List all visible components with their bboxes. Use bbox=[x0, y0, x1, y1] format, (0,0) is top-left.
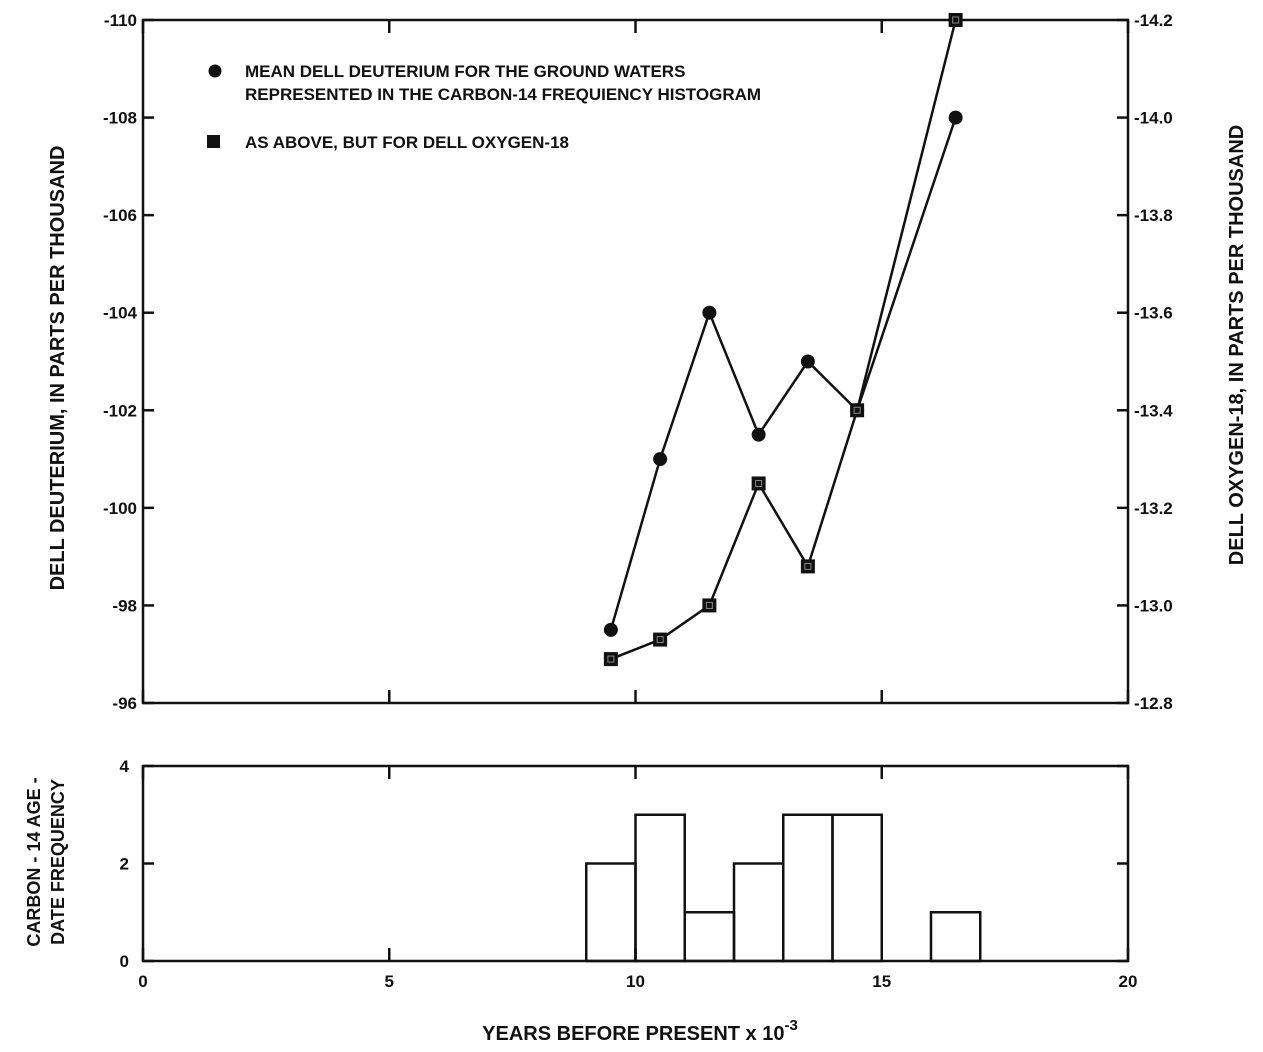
bottom-y-tick-label: 4 bbox=[120, 757, 130, 776]
x-tick-label: 15 bbox=[872, 972, 891, 991]
bottom-y-tick-label: 0 bbox=[120, 952, 129, 971]
x-tick-label: 0 bbox=[138, 972, 147, 991]
right-y-tick-label: -13.0 bbox=[1134, 596, 1173, 615]
x-tick-label: 5 bbox=[385, 972, 394, 991]
x-axis-title-main: YEARS BEFORE PRESENT x 10 bbox=[482, 1023, 784, 1045]
legend-square-marker-icon bbox=[207, 135, 220, 148]
oxygen-point-inner bbox=[656, 636, 664, 644]
left-y-tick-label: -110 bbox=[104, 11, 137, 30]
left-y-tick-label: -100 bbox=[103, 499, 137, 518]
oxygen-point bbox=[800, 559, 815, 574]
legend-oxygen: AS ABOVE, BUT FOR DELL OXYGEN-18 bbox=[245, 133, 569, 152]
left-y-tick-label: -108 bbox=[103, 109, 137, 128]
x-tick-label: 20 bbox=[1119, 972, 1138, 991]
histogram-bar bbox=[732, 862, 785, 963]
bottom-axis-title-line1: CARBON - 14 AGE - bbox=[24, 777, 44, 946]
left-y-tick-label: -102 bbox=[103, 401, 137, 420]
oxygen-line bbox=[610, 19, 957, 661]
oxygen-point bbox=[948, 13, 963, 27]
oxygen-point bbox=[850, 403, 865, 418]
histogram-bars bbox=[585, 813, 982, 963]
right-y-tick-label: -13.6 bbox=[1134, 304, 1173, 323]
left-y-tick-label: -106 bbox=[103, 206, 137, 225]
histogram-bar bbox=[929, 911, 982, 963]
right-y-tick-label: -13.4 bbox=[1134, 401, 1173, 420]
left-y-tick-label: -104 bbox=[103, 304, 138, 323]
x-axis-title-exponent: -3 bbox=[784, 1017, 797, 1034]
legend-circle-marker-icon bbox=[208, 64, 222, 78]
deuterium-point bbox=[702, 305, 717, 320]
left-axis-title: DELL DEUTERIUM, IN PARTS PER THOUSAND bbox=[47, 146, 69, 591]
oxygen-point-inner bbox=[705, 601, 713, 609]
oxygen-point bbox=[702, 598, 717, 613]
oxygen-point-inner bbox=[952, 16, 960, 24]
right-y-tick-label: -13.8 bbox=[1134, 206, 1173, 225]
oxygen-point bbox=[603, 652, 618, 667]
oxygen-point-inner bbox=[804, 562, 812, 570]
oxygen-point-inner bbox=[607, 655, 615, 663]
right-axis-title: DELL OXYGEN-18, IN PARTS PER THOUSAND bbox=[1226, 125, 1248, 565]
x-axis-title: YEARS BEFORE PRESENT x 10-3 bbox=[482, 1017, 798, 1045]
deuterium-point bbox=[603, 622, 618, 637]
x-tick-label: 10 bbox=[626, 972, 645, 991]
histogram-bar bbox=[831, 813, 883, 963]
right-y-tick-label: -13.2 bbox=[1134, 499, 1173, 518]
series-lines bbox=[609, 19, 957, 661]
histogram-bar bbox=[585, 862, 637, 963]
right-y-tick-label: -14.0 bbox=[1134, 109, 1173, 128]
bottom-y-tick-label: 2 bbox=[120, 855, 129, 874]
right-y-tick-label: -14.2 bbox=[1134, 11, 1173, 30]
series-markers bbox=[603, 13, 963, 667]
deuterium-point bbox=[800, 354, 815, 369]
left-y-tick-label: -98 bbox=[112, 596, 137, 615]
oxygen-point bbox=[653, 632, 668, 647]
histogram-bar bbox=[683, 911, 736, 963]
legend: MEAN DELL DEUTERIUM FOR THE GROUND WATER… bbox=[207, 62, 761, 152]
right-y-tick-label: -12.8 bbox=[1134, 694, 1173, 713]
oxygen-point-inner bbox=[853, 406, 861, 414]
bottom-axis-title-line2: DATE FREQUENCY bbox=[48, 779, 68, 945]
legend-deuterium-line1: MEAN DELL DEUTERIUM FOR THE GROUND WATER… bbox=[245, 62, 685, 81]
legend-deuterium-line2: REPRESENTED IN THE CARBON-14 FREQUIENCY … bbox=[245, 85, 761, 104]
left-y-tick-label: -96 bbox=[112, 694, 137, 713]
oxygen-point bbox=[751, 476, 766, 491]
top-panel-ticks bbox=[141, 18, 1130, 705]
histogram-bar bbox=[782, 813, 834, 963]
deuterium-point bbox=[751, 427, 766, 442]
top-plot-frame bbox=[141, 18, 1130, 705]
oxygen-point-inner bbox=[755, 479, 763, 487]
deuterium-line bbox=[609, 117, 957, 631]
deuterium-point bbox=[653, 452, 668, 467]
deuterium-point bbox=[948, 110, 963, 125]
histogram-bar bbox=[634, 813, 686, 963]
tick-labels: -96 -98 -100 -102 -104 -106 -108 -110 -12.8 -13.0… bbox=[103, 11, 1173, 991]
